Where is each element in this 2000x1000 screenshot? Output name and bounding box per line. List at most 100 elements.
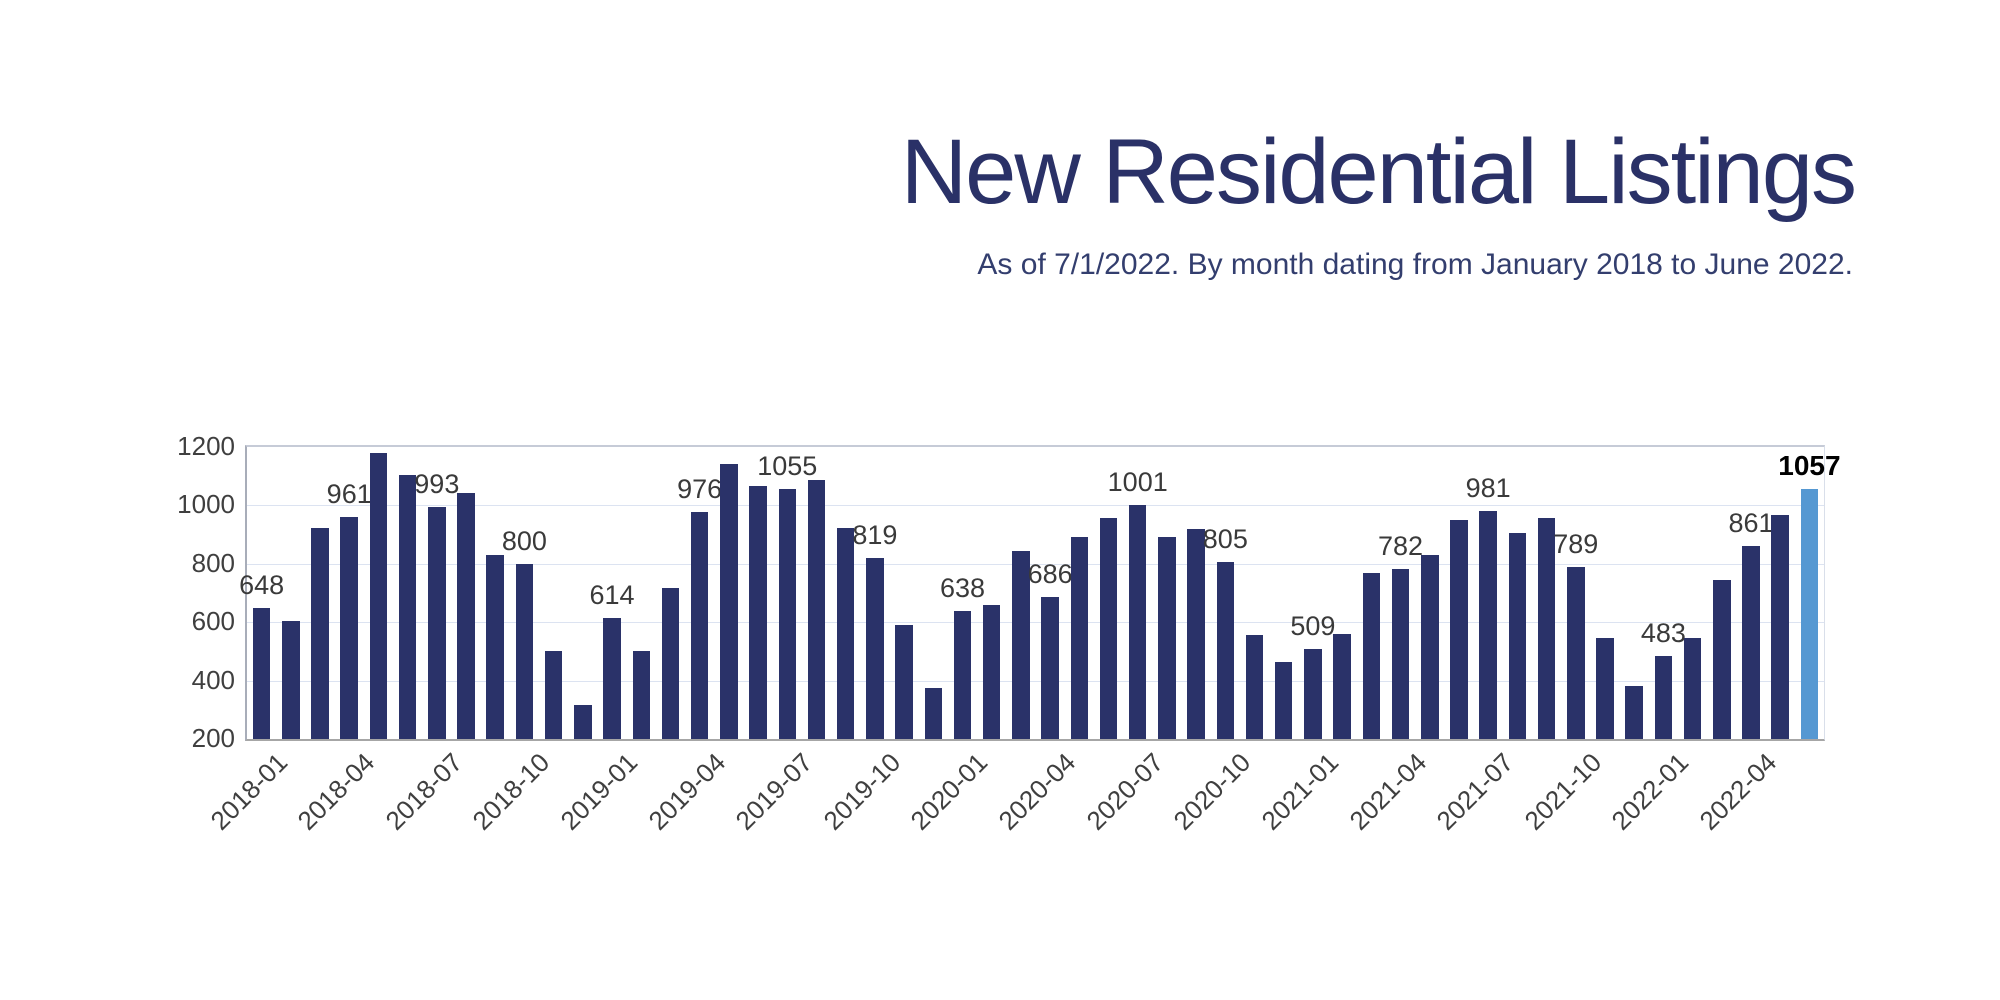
bar-value-label-2021-07: 981 (1465, 472, 1511, 503)
bar-value-label-2018-01: 648 (239, 570, 285, 601)
bar-2022-06 (1800, 488, 1819, 739)
bar-value-label-2019-01: 614 (589, 580, 635, 611)
x-axis-tick-label-2021-07: 2021-07 (1430, 747, 1520, 836)
bar-value-label-2020-04: 686 (1027, 559, 1073, 590)
bar-2019-02 (632, 650, 650, 739)
plot-area: 648 961 993 800 614 976 1055 819 638 686 1001 805 50… (239, 445, 1841, 741)
y-axis-tick-label-1000: 1000 (177, 489, 235, 520)
bar-2020-05 (1070, 536, 1089, 739)
bar-value-label-2020-07: 1001 (1107, 467, 1168, 498)
x-axis-tick-label-2018-07: 2018-07 (379, 747, 469, 836)
bar-2022-01 (1654, 656, 1673, 739)
bar-2021-12 (1625, 685, 1643, 739)
bar-2019-06 (749, 485, 767, 739)
bar-value-label-2021-01: 509 (1290, 610, 1336, 641)
bar-2018-10 (515, 563, 534, 739)
bar-value-label-2019-10: 819 (852, 520, 898, 551)
bar-2020-11 (1245, 635, 1264, 739)
bar-2020-04 (1041, 597, 1059, 739)
x-axis-tick-label-2020-01: 2020-01 (905, 747, 994, 836)
y-axis-tick-label-800: 800 (191, 547, 235, 578)
bar-2020-12 (1274, 661, 1293, 739)
bar-value-label-2018-10: 800 (501, 525, 547, 556)
bar-2022-04 (1742, 546, 1760, 739)
bar-2019-12 (924, 687, 943, 739)
chart-subtitle: As of 7/1/2022. By month dating from Jan… (977, 248, 1853, 281)
x-axis-tick-label-2019-10: 2019-10 (817, 747, 907, 836)
bar-2021-11 (1596, 638, 1614, 739)
bar-2019-03 (661, 587, 680, 739)
y-axis-tick-label-1200: 1200 (177, 431, 235, 461)
bar-value-label-2022-04: 861 (1728, 508, 1774, 538)
bar-2020-03 (1012, 551, 1030, 739)
x-axis-tick-label-2020-04: 2020-04 (992, 747, 1082, 836)
bar-2020-09 (1187, 528, 1205, 739)
x-axis-tick-label-2020-10: 2020-10 (1167, 747, 1257, 836)
bar-2019-09 (836, 528, 855, 739)
bar-2022-02 (1683, 638, 1702, 739)
bar-2019-05 (720, 464, 738, 739)
bar-2021-09 (1537, 518, 1556, 739)
x-axis-tick-label-2021-01: 2021-01 (1255, 747, 1345, 836)
bar-2018-09 (486, 554, 504, 739)
x-axis-tick-label-2020-07: 2020-07 (1080, 747, 1169, 836)
bar-2021-10 (1567, 567, 1585, 739)
bar-2018-11 (544, 650, 563, 739)
x-axis-tick-label-2019-04: 2019-04 (642, 747, 731, 836)
x-axis-tick-label-2018-01: 2018-01 (204, 747, 293, 836)
bar-value-label-2022-01: 483 (1640, 618, 1686, 649)
x-axis-tick-label-2018-10: 2018-10 (466, 747, 556, 836)
chart-title: New Residential Listings (900, 121, 1857, 223)
bar-2021-08 (1508, 533, 1527, 739)
bar-2020-07 (1128, 505, 1147, 739)
bar-2018-07 (428, 507, 446, 739)
bar-2019-04 (690, 512, 709, 739)
bar-2018-12 (574, 705, 592, 739)
bar-2021-01 (1304, 648, 1322, 739)
bar-value-label-2019-07: 1055 (757, 451, 818, 482)
bar-2018-06 (398, 474, 417, 739)
bar-value-label-2022-06: 1057 (1778, 449, 1841, 481)
gridline-400 (247, 680, 1824, 682)
bar-2021-04 (1391, 569, 1410, 739)
x-axis-tick-label-2018-04: 2018-04 (291, 747, 381, 836)
bar-2019-11 (895, 624, 913, 739)
bar-2022-05 (1771, 515, 1789, 739)
x-axis-tick-label-2021-04: 2021-04 (1343, 747, 1432, 836)
bar-2018-05 (369, 453, 388, 739)
bar-2019-10 (866, 558, 884, 739)
gridline-800 (247, 563, 1824, 565)
bar-value-label-2018-07: 993 (414, 469, 460, 500)
bar-value-label-2020-10: 805 (1202, 524, 1248, 555)
bar-2020-02 (982, 604, 1001, 739)
bar-2018-01 (252, 608, 271, 739)
bar-2020-06 (1099, 518, 1118, 739)
bar-2022-03 (1713, 580, 1731, 739)
gridline-1000 (247, 505, 1824, 507)
x-axis-tick-label-2021-10: 2021-10 (1518, 747, 1607, 836)
bar-2021-03 (1362, 572, 1381, 739)
bar-2021-05 (1421, 555, 1439, 739)
bar-2018-03 (311, 528, 329, 739)
bar-2018-04 (340, 516, 358, 739)
y-axis-tick-label-400: 400 (191, 664, 235, 695)
bar-2020-08 (1158, 536, 1176, 739)
bar-2019-08 (807, 479, 826, 739)
x-axis-tick-label-2019-07: 2019-07 (729, 747, 819, 836)
bar-2020-01 (953, 611, 972, 739)
bar-value-label-2018-04: 961 (326, 478, 372, 509)
x-axis-tick-label-2022-01: 2022-01 (1605, 747, 1695, 836)
x-axis-tick-label-2022-04: 2022-04 (1693, 747, 1783, 836)
bar-2021-06 (1450, 519, 1468, 739)
bar-2021-07 (1479, 510, 1497, 739)
x-axis-tick-label-2019-01: 2019-01 (554, 747, 644, 836)
gridline-600 (247, 622, 1824, 624)
bar-2019-01 (603, 618, 621, 739)
bar-value-label-2021-04: 782 (1378, 531, 1424, 562)
bar-2018-02 (282, 621, 300, 739)
bar-2018-08 (457, 493, 475, 739)
bar-value-label-2021-10: 789 (1553, 529, 1599, 560)
bar-value-label-2019-04: 976 (677, 474, 723, 505)
bar-2021-02 (1333, 634, 1351, 739)
